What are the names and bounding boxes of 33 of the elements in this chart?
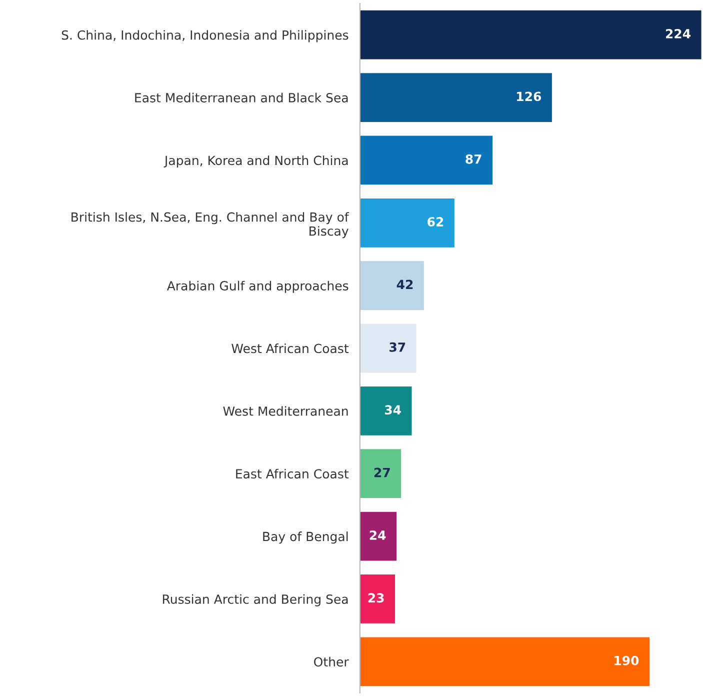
data-label: 224 [666, 29, 690, 38]
bar [360, 136, 493, 185]
y-tick-label: Japan, Korea and North China [164, 155, 348, 168]
data-label: 190 [614, 656, 639, 666]
y-tick-label: Russian Arctic and Bering Sea [162, 594, 348, 606]
y-tick-label: Bay of Bengal [263, 532, 348, 544]
bar [360, 10, 702, 60]
bar [360, 574, 395, 624]
data-label: 34 [384, 405, 401, 415]
bar [360, 512, 397, 561]
data-label: 37 [390, 342, 406, 352]
bar [360, 324, 416, 373]
bar [360, 449, 402, 498]
bar [360, 261, 424, 310]
data-label: 42 [396, 280, 413, 290]
y-tick-label: Other [314, 656, 349, 667]
data-label: 62 [428, 217, 444, 227]
bar [360, 386, 412, 436]
data-label: 126 [517, 92, 542, 102]
data-label: 24 [370, 530, 386, 540]
bar [360, 73, 552, 122]
y-tick-label: West African Coast [232, 344, 349, 354]
y-tick-label: Arabian Gulf and approaches [166, 280, 348, 293]
data-label: 27 [374, 468, 390, 478]
y-tick-label: S. China, Indochina, Indonesia and Philippines [62, 30, 348, 42]
y-tick-label: East Mediterranean and Black Sea [135, 92, 348, 102]
bar [360, 637, 650, 686]
bar [360, 198, 454, 248]
data-label: 87 [466, 154, 482, 164]
y-tick-label: West Mediterranean [223, 406, 348, 416]
data-label: 23 [368, 593, 384, 603]
y-tick-label: British Isles, N.Sea, Eng. Channel and Bay of Biscay [72, 212, 350, 238]
y-tick-label: East African Coast [236, 468, 349, 479]
